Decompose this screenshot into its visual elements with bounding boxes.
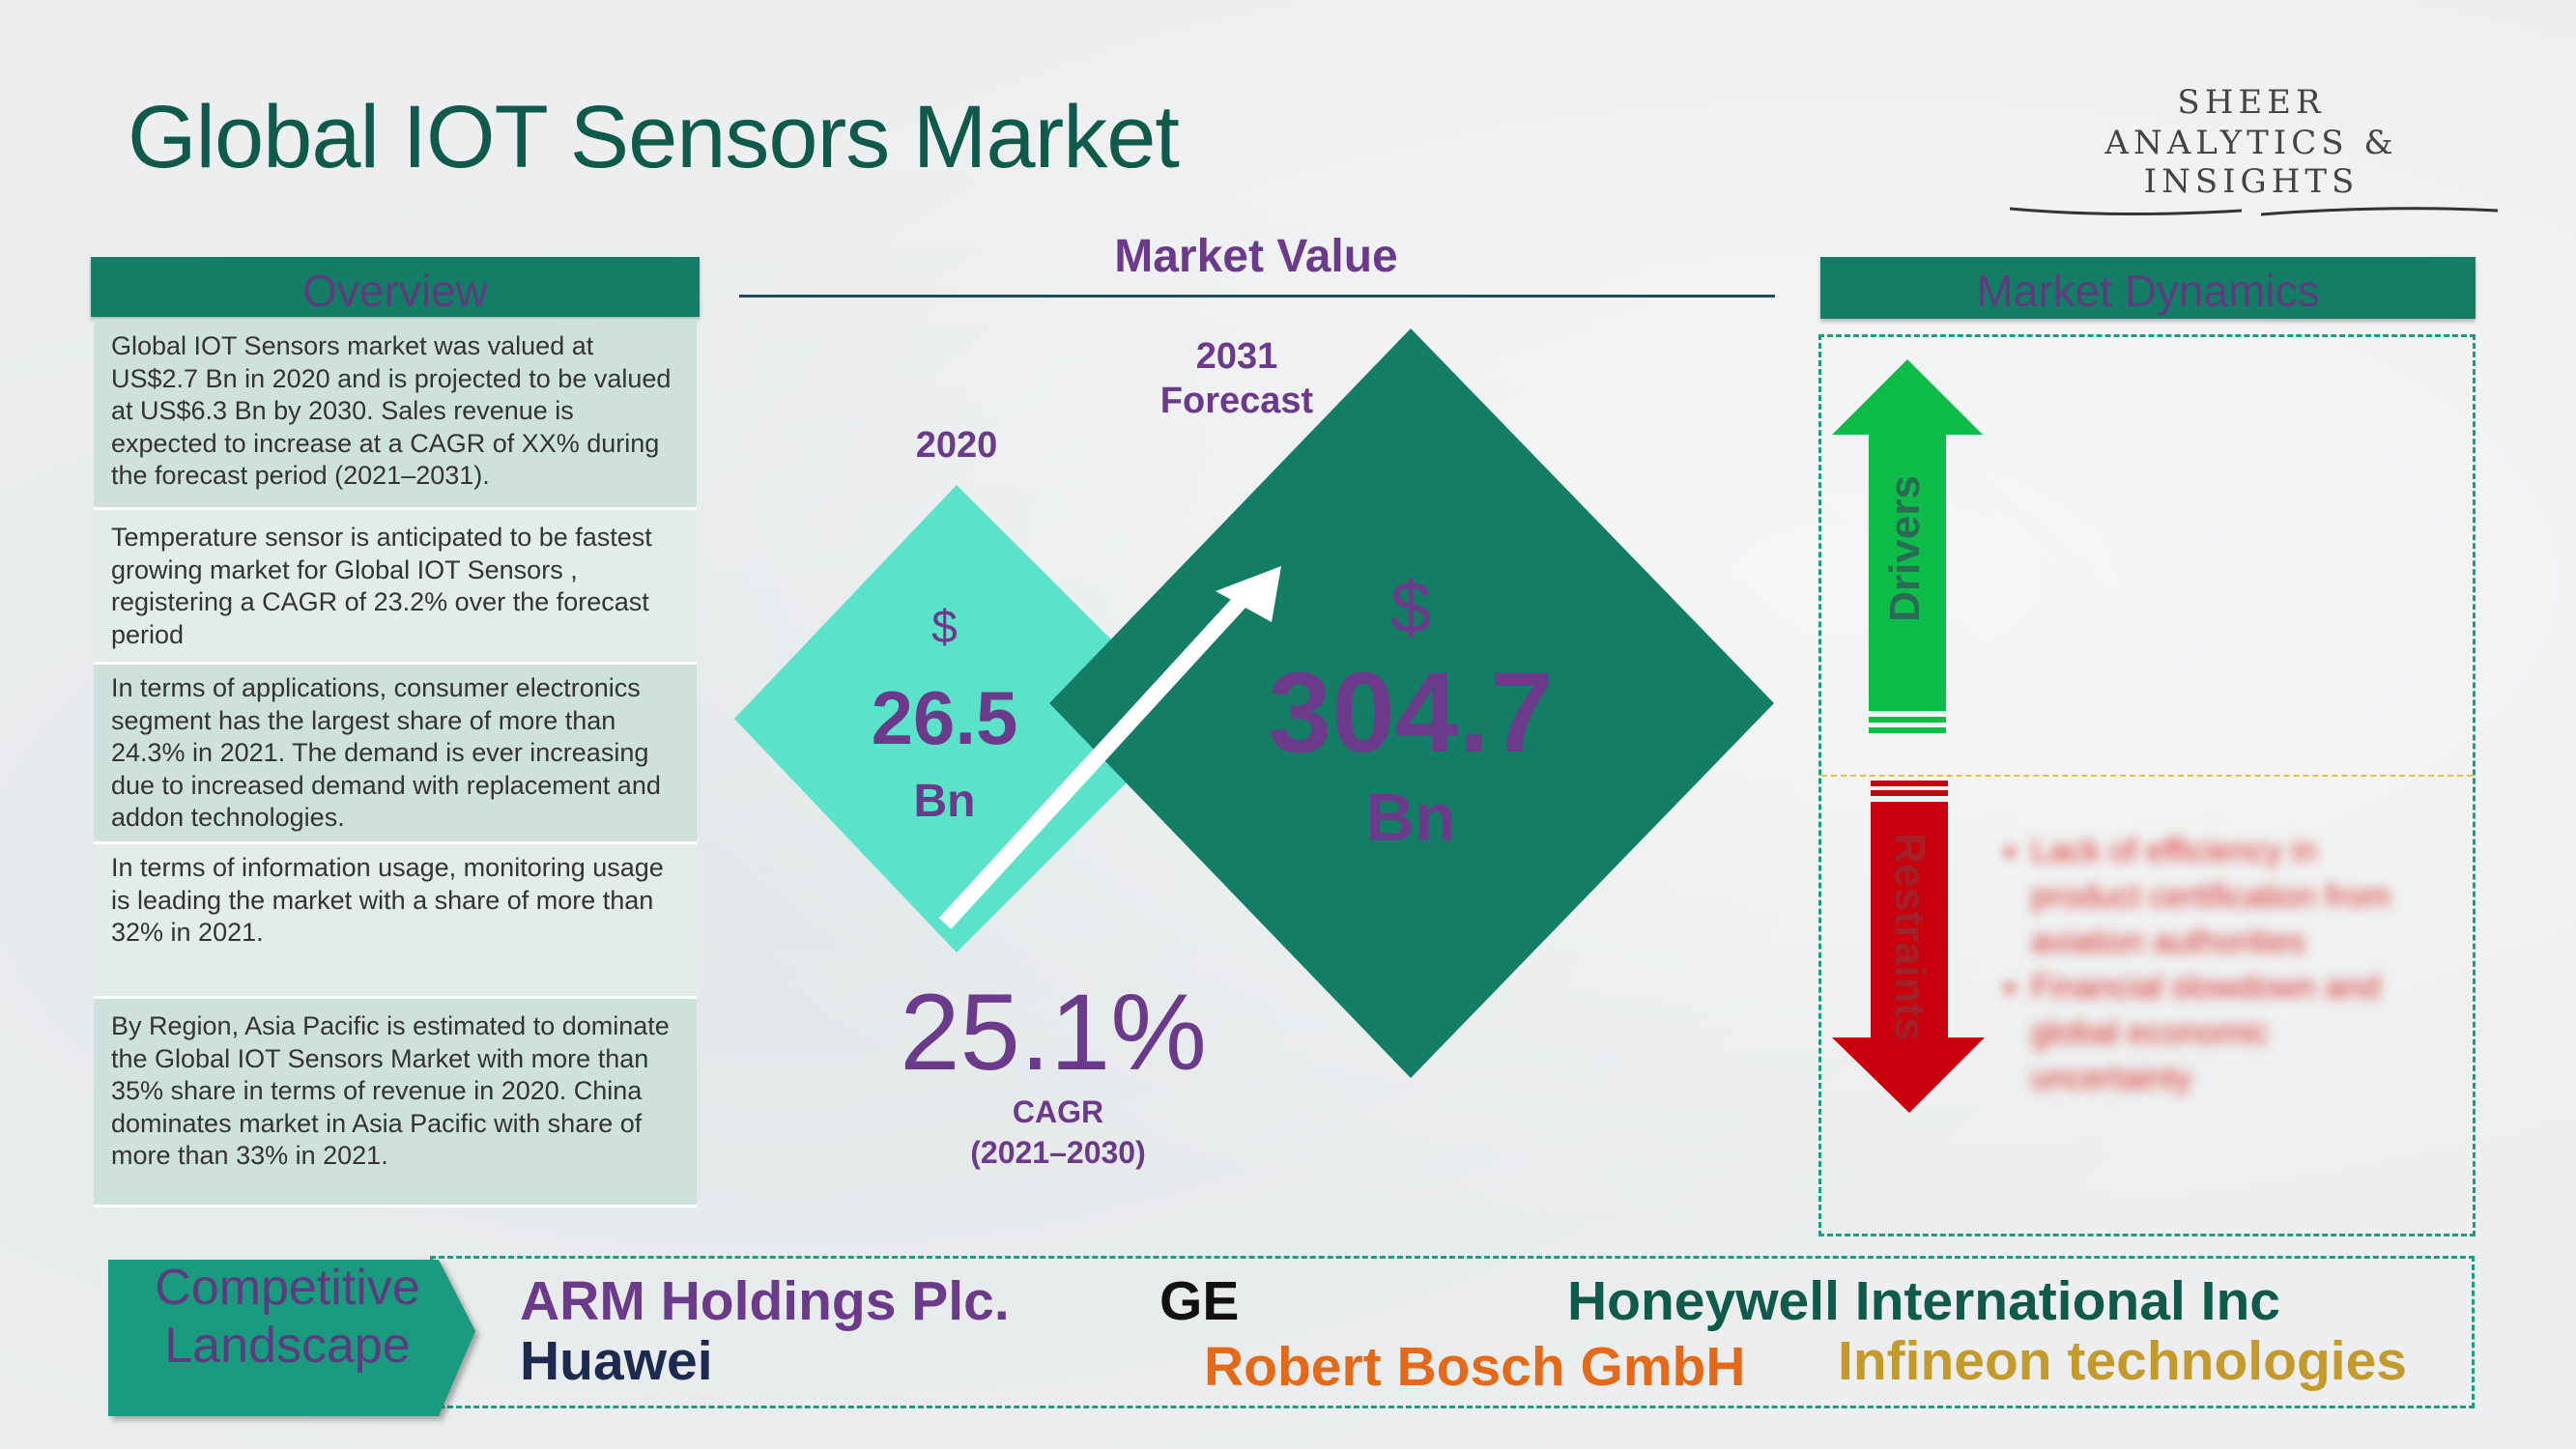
currency-2020: $ xyxy=(931,602,958,653)
cl-label-line-2: Landscape xyxy=(164,1318,411,1374)
diamond-2020 xyxy=(734,485,1190,952)
market-dynamics-panel xyxy=(1818,334,2476,1236)
label-2020: 2020 xyxy=(915,425,998,466)
growth-arrow-icon xyxy=(938,566,1281,929)
drivers-up-arrow-icon xyxy=(1832,359,1983,733)
restraints-down-arrow-icon xyxy=(1832,781,1985,1113)
market-dynamics-heading: Market Dynamics xyxy=(1820,257,2476,319)
competitive-landscape-label: Competitive Landscape xyxy=(101,1259,473,1375)
company-bosch: Robert Bosch GmbH xyxy=(1204,1336,1746,1398)
company-ge: GE xyxy=(1159,1270,1240,1332)
currency-2031: $ xyxy=(1389,567,1432,649)
company-infineon: Infineon technologies xyxy=(1838,1330,2408,1392)
market-value-divider xyxy=(739,295,1775,298)
label-2031: 2031 xyxy=(1195,336,1278,377)
page-title: Global IOT Sensors Market xyxy=(128,88,1180,186)
overview-item: By Region, Asia Pacific is estimated to … xyxy=(94,999,697,1208)
cl-label-line-1: Competitive xyxy=(155,1260,420,1316)
overview-item: Global IOT Sensors market was valued at … xyxy=(94,319,697,510)
company-arm: ARM Holdings Plc. xyxy=(520,1270,1010,1332)
diamond-2031 xyxy=(1049,328,1774,1078)
restraint-item: Lack of efficiency in product certificat… xyxy=(2031,829,2431,965)
unit-2020: Bn xyxy=(913,776,976,827)
dynamics-separator xyxy=(1821,775,2473,777)
cagr-period: (2021–2030) xyxy=(970,1135,1146,1170)
value-2020: 26.5 xyxy=(871,675,1018,760)
restraint-item: Financial slowdown and global economic u… xyxy=(2031,965,2431,1101)
company-honeywell: Honeywell International Inc xyxy=(1567,1270,2280,1332)
market-value-heading: Market Value xyxy=(1114,231,1398,282)
overview-item: Temperature sensor is anticipated to be … xyxy=(94,510,697,665)
cagr-label: CAGR (2021–2030) xyxy=(870,1092,1246,1173)
unit-2031: Bn xyxy=(1365,780,1456,855)
overview-item: In terms of applications, consumer elect… xyxy=(94,665,697,844)
logo-swoosh xyxy=(2009,207,2499,216)
overview-heading: Overview xyxy=(91,257,700,317)
logo-line-2: ANALYTICS & INSIGHTS xyxy=(2104,124,2398,201)
value-2031: 304.7 xyxy=(1268,649,1554,777)
company-logo: SHEER ANALYTICS & INSIGHTS xyxy=(1990,83,2512,218)
cagr-label-text: CAGR xyxy=(1012,1094,1104,1129)
overview-item: In terms of information usage, monitorin… xyxy=(94,844,697,999)
label-forecast: Forecast xyxy=(1159,381,1314,421)
cagr-value: 25.1% xyxy=(900,972,1207,1093)
restraints-list: Lack of efficiency in product certificat… xyxy=(2006,829,2431,1101)
company-huawei: Huawei xyxy=(520,1330,713,1392)
logo-line-1: SHEER xyxy=(2177,83,2326,122)
